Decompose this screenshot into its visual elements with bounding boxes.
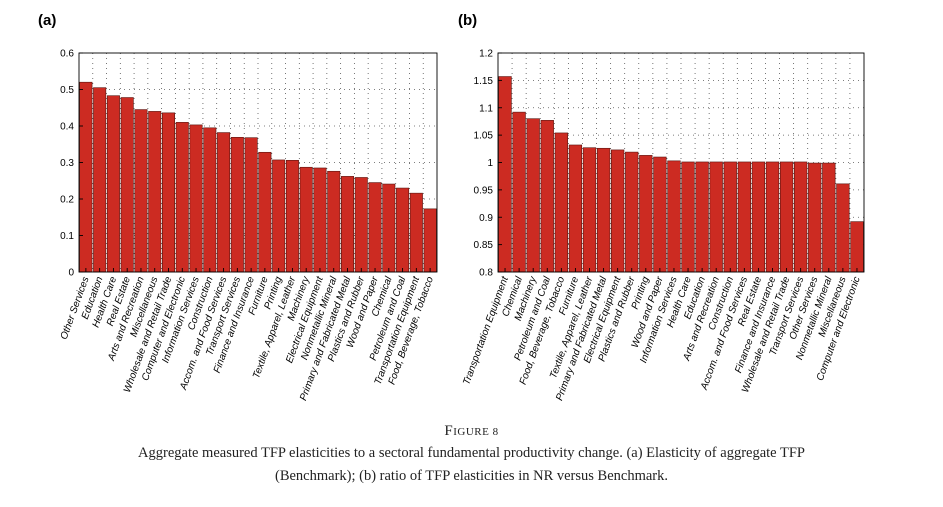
ytick-label: 0.5	[60, 85, 74, 96]
bar-b-17	[737, 161, 751, 273]
ytick-label: 1.1	[479, 103, 493, 114]
ytick-label: 0.3	[60, 158, 74, 169]
ytick-label: 0.4	[60, 122, 74, 133]
bar-b-2	[526, 118, 540, 273]
bar-b-5	[568, 144, 583, 273]
bar-b-16	[723, 161, 737, 273]
ytick-label: 0	[68, 268, 74, 279]
bar-b-21	[794, 161, 808, 273]
bar-b-10	[639, 155, 653, 273]
ytick-label: 1	[487, 158, 493, 169]
bar-b-11	[653, 156, 667, 273]
ytick-label: 1.15	[474, 76, 494, 87]
bar-b-24	[836, 183, 850, 273]
bar-b-23	[822, 162, 836, 273]
ytick-label: 0.9	[479, 213, 493, 224]
ytick-label: 1.05	[474, 131, 494, 142]
bar-b-9	[625, 151, 639, 273]
bar-b-7	[596, 147, 611, 273]
caption-line-2: (Benchmark); (b) ratio of TFP elasticiti…	[274, 468, 669, 484]
xtick-label: Transportation Equipment	[461, 274, 511, 386]
chart-b: 0.8 0.85 0.9 0.95 1 1.05 1.1 1.15 1.2 Transportat…	[461, 49, 865, 402]
bar-b-18	[751, 161, 766, 273]
bar-b-13	[681, 161, 695, 273]
ytick-label: 1.2	[479, 49, 493, 60]
bar-b-0	[498, 76, 512, 273]
bar-b-6	[582, 147, 597, 273]
ytick-label: 0.95	[474, 185, 494, 196]
figure-number: FIGURE 8	[444, 423, 499, 439]
bar-b-4	[554, 132, 568, 273]
panel-label-b: (b)	[458, 12, 478, 29]
bar-b-25	[850, 221, 864, 273]
caption-line-1: Aggregate measured TFP elasticities to a…	[138, 445, 805, 461]
bar-b-15	[709, 161, 723, 273]
ytick-label: 0.8	[479, 268, 493, 279]
ytick-label: 0.2	[60, 195, 74, 206]
bar-b-8	[611, 149, 625, 273]
bar-b-20	[779, 161, 794, 273]
bar-b-1	[512, 111, 526, 273]
panel-label-a: (a)	[38, 12, 57, 29]
bar-b-14	[695, 161, 709, 273]
ytick-label: 0.85	[474, 240, 494, 251]
ytick-label: 0.1	[60, 231, 74, 242]
bar-b-22	[808, 162, 822, 273]
bar-b-12	[667, 160, 681, 273]
bar-b-3	[540, 120, 554, 273]
ytick-label: 0.6	[60, 49, 74, 60]
bar-b-19	[765, 161, 780, 273]
